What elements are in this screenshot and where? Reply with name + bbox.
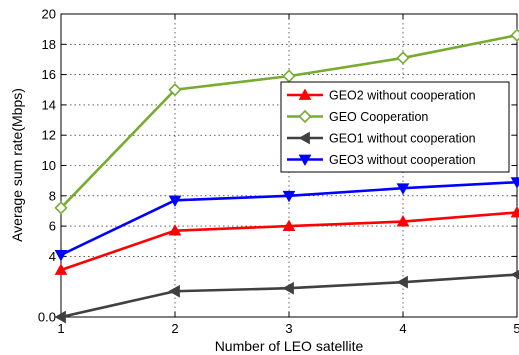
legend-entry-label: GEO1 without cooperation (329, 132, 476, 146)
legend-swatch-marker (298, 109, 312, 124)
x-tick-label: 2 (171, 321, 178, 336)
series-geo-cooperation-point (54, 201, 68, 215)
data-series (54, 28, 519, 324)
series-geo3-without-cooperation-point (54, 249, 68, 262)
y-tick-label: 0.0 (38, 310, 56, 325)
legend-swatch-marker (298, 88, 312, 100)
legend-entry-label: GEO2 without cooperation (329, 89, 476, 103)
series-geo1-without-cooperation-point (282, 281, 294, 295)
series-geo3-without-cooperation-point (510, 177, 519, 189)
series-geo-cooperation-point (396, 51, 410, 65)
y-tick-label: 12 (42, 128, 56, 143)
y-tick-label: 14 (42, 97, 56, 112)
series-geo1-without-cooperation-point (54, 310, 66, 324)
series-geo2-without-cooperation-point (510, 205, 519, 218)
series-geo-cooperation-point (168, 83, 182, 97)
y-axis-label: Average sum rate(Mbps) (9, 88, 25, 242)
series-geo2-without-cooperation-point (396, 215, 410, 227)
legend-swatch-marker (298, 131, 310, 145)
y-tick-label: 16 (42, 67, 56, 82)
y-tick-label: 10 (42, 158, 56, 173)
legend-entry-label: GEO Cooperation (329, 110, 428, 124)
series-geo3-without-cooperation-point (282, 190, 296, 203)
y-axis-ticks: 0.0 4 6 8 10 12 14 16 18 20 (38, 7, 517, 325)
y-tick-label: 6 (49, 219, 56, 234)
x-tick-label: 4 (399, 321, 406, 336)
series-geo3-without-cooperation-point (168, 195, 182, 207)
x-tick-label: 5 (513, 321, 519, 336)
y-tick-label: 8 (49, 188, 56, 203)
series-geo1-without-cooperation-point (168, 284, 180, 298)
legend-box (280, 81, 510, 173)
y-tick-label: 4 (49, 249, 56, 264)
series-geo2-without-cooperation-point (54, 263, 68, 275)
series-geo-cooperation-point (510, 28, 519, 42)
x-tick-label: 3 (285, 321, 292, 336)
y-tick-label: 18 (42, 37, 56, 52)
x-tick-label: 1 (57, 321, 64, 336)
legend-entry-label: GEO3 without cooperation (329, 153, 476, 167)
series-geo1-without-cooperation-point (396, 275, 408, 289)
series-geo2-without-cooperation-point (282, 219, 296, 231)
legend: GEO2 without cooperation GEO Cooperation G… (280, 81, 510, 173)
series-geo2-without-cooperation-point (168, 224, 182, 236)
series-geo3-without-cooperation-point (396, 183, 410, 195)
x-axis-ticks: 1 2 3 4 5 (57, 14, 519, 336)
y-tick-label: 20 (42, 7, 56, 22)
series-geo1-without-cooperation-point (510, 269, 519, 280)
x-axis-label: Number of LEO satellite (215, 338, 364, 354)
legend-swatch-marker (298, 154, 312, 167)
